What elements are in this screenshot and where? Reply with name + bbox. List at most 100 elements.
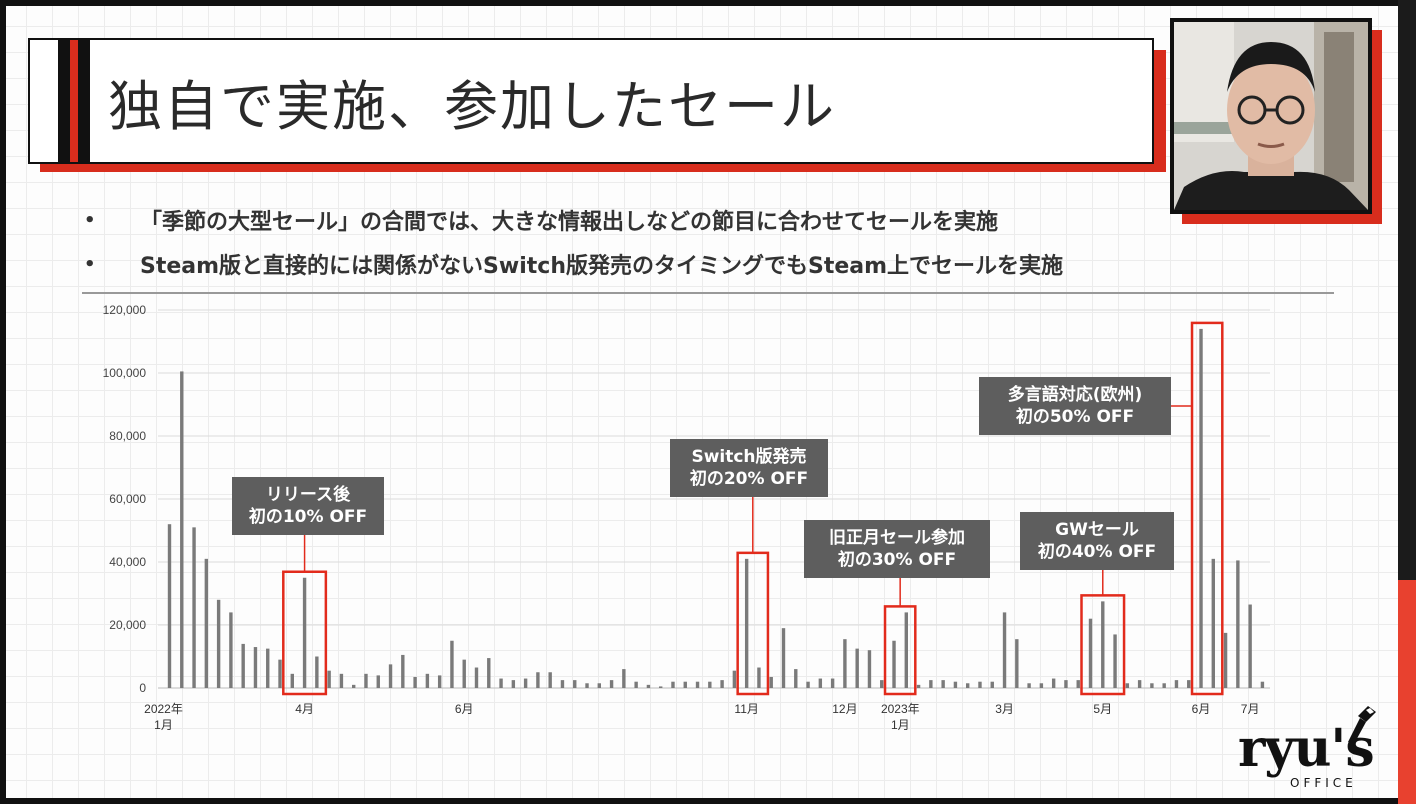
x-tick-label: 5月: [1093, 702, 1112, 716]
annotation-text: 初の20% OFF: [690, 468, 808, 489]
bar: [437, 675, 442, 688]
bar: [1211, 558, 1215, 688]
annotation-text: Switch版発売: [691, 446, 806, 467]
annotation-text: 初の50% OFF: [1016, 406, 1134, 427]
bar: [1174, 680, 1179, 688]
bar: [339, 673, 344, 688]
bar: [646, 684, 651, 688]
y-tick-label: 120,000: [103, 303, 147, 317]
bar: [1162, 683, 1166, 688]
bar: [818, 678, 823, 688]
highlight-box: [736, 551, 770, 696]
bar: [327, 670, 331, 688]
bar: [401, 654, 405, 688]
bar: [585, 683, 589, 688]
bar: [450, 640, 454, 688]
bar: [1199, 328, 1203, 688]
bar: [229, 612, 233, 688]
bar: [548, 672, 552, 688]
annotation-callout: [804, 520, 990, 578]
frame-bottom: [0, 798, 1416, 804]
bar: [180, 371, 184, 688]
bar: [290, 673, 294, 688]
annotation-callout: [232, 477, 384, 535]
bar: [744, 558, 749, 688]
title-stripe: [70, 40, 78, 162]
bar: [794, 669, 798, 688]
bar: [843, 639, 847, 688]
bar: [671, 681, 675, 688]
bar: [1113, 634, 1117, 688]
bar: [192, 527, 196, 688]
side-bar-red: [1398, 580, 1416, 804]
title-box: [28, 38, 1154, 164]
bar: [720, 680, 724, 688]
bar: [990, 681, 994, 688]
bar: [1002, 612, 1007, 688]
bar: [806, 681, 810, 688]
bar: [892, 640, 896, 688]
title-stripe: [78, 40, 90, 162]
bar: [462, 659, 466, 688]
bar: [916, 684, 921, 688]
bar: [732, 670, 737, 688]
bar: [695, 681, 700, 688]
x-tick-label: 11月: [734, 702, 758, 716]
bar: [511, 680, 516, 688]
bar: [634, 681, 638, 688]
x-tick-label: 4月: [295, 702, 314, 716]
ryus-office-logo: ryu's OFFICE: [1236, 704, 1386, 800]
bar: [1137, 680, 1142, 688]
annotation-text: 初の30% OFF: [838, 549, 956, 570]
bar: [523, 678, 528, 688]
bar: [929, 680, 933, 688]
y-tick-label: 60,000: [109, 492, 146, 506]
slide-title: 独自で実施、参加したセール: [108, 75, 836, 138]
x-tick-label: 12月: [832, 702, 857, 716]
bar: [1223, 632, 1228, 688]
bar: [364, 673, 368, 688]
bar: [204, 558, 209, 688]
bar: [1051, 678, 1056, 688]
bar: [708, 681, 712, 688]
bar: [953, 681, 958, 688]
annotation-text: 旧正月セール参加: [829, 527, 965, 548]
bar: [278, 659, 282, 688]
bar: [573, 680, 577, 688]
annotation-text: リリース後: [266, 484, 351, 505]
bullet-text: Steam版と直接的には関係がないSwitch版発売のタイミングでもSteam上…: [140, 254, 1064, 279]
bar: [1064, 680, 1068, 688]
bar: [830, 678, 835, 688]
bar: [1039, 683, 1044, 688]
logo-text: ryu's: [1238, 718, 1375, 779]
bar: [425, 673, 430, 688]
bar: [659, 686, 663, 688]
frame-top: [0, 0, 1416, 6]
bar: [241, 643, 245, 688]
bar: [474, 667, 479, 688]
x-tick-label: 6月: [455, 702, 474, 716]
bar: [867, 650, 872, 688]
bar: [757, 667, 761, 688]
bar: [1101, 601, 1105, 688]
bar: [352, 684, 356, 688]
y-tick-label: 40,000: [109, 555, 146, 569]
bar: [855, 648, 859, 688]
bar: [609, 680, 614, 688]
x-tick-label: 3月: [995, 702, 1014, 716]
bar: [315, 656, 319, 688]
bar: [941, 680, 945, 688]
x-tick-label: 7月: [1241, 702, 1260, 716]
bullet-dot-icon: •: [84, 254, 96, 275]
bar: [1027, 683, 1031, 688]
frame-left: [0, 0, 6, 804]
x-tick-label: 2022年: [144, 702, 183, 716]
bar: [978, 681, 982, 688]
bar: [622, 669, 626, 688]
bar: [781, 628, 786, 688]
y-tick-label: 20,000: [109, 618, 146, 632]
divider: [82, 292, 1334, 294]
bar: [266, 648, 270, 688]
bar: [216, 599, 221, 688]
bar: [487, 658, 491, 688]
